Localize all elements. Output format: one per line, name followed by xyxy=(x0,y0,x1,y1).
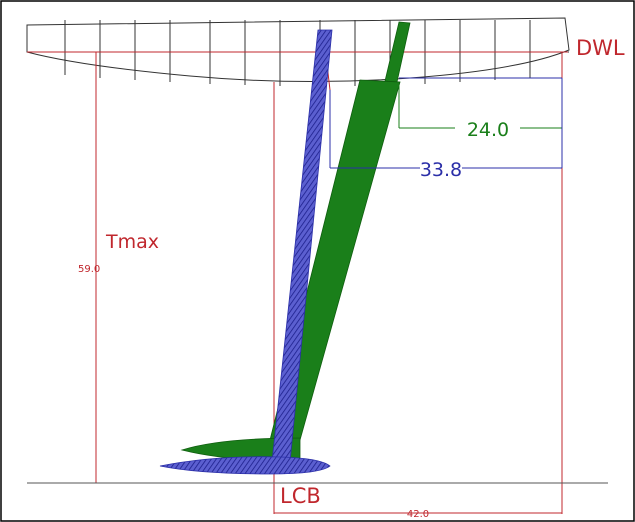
lcb-value: 42.0 xyxy=(407,509,429,520)
dwl-label: DWL xyxy=(576,36,625,60)
blue-keel xyxy=(159,29,333,475)
tmax-label: Tmax xyxy=(105,231,159,253)
dimension-blue xyxy=(329,77,563,169)
hull-outline xyxy=(26,17,570,83)
lcb-label: LCB xyxy=(280,484,321,508)
dim-blue-label: 33.8 xyxy=(420,159,462,181)
tmax-value: 59.0 xyxy=(78,264,100,275)
blue-keel-bulb xyxy=(159,456,331,475)
dim-green-label: 24.0 xyxy=(467,119,509,141)
green-keel xyxy=(180,21,411,461)
dimension-green xyxy=(398,85,562,129)
hull-stations xyxy=(64,20,531,86)
green-keel-bulb xyxy=(180,437,301,461)
